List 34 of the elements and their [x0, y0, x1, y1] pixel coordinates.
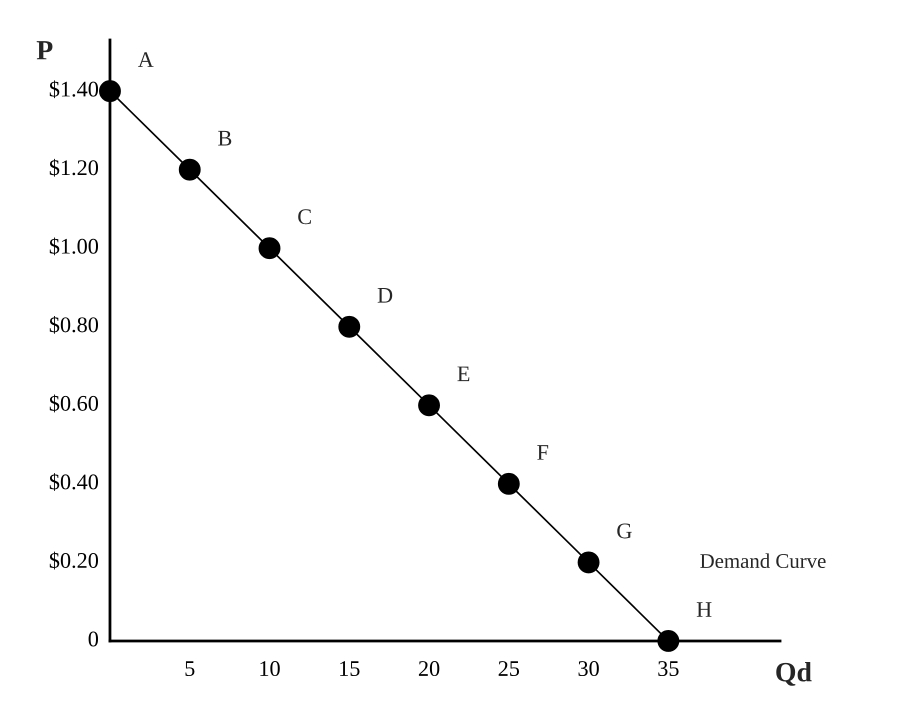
- annotation: H: [696, 602, 712, 617]
- x-tick-label: 15: [340, 661, 360, 676]
- point: [178, 158, 201, 181]
- x-tick-label: 20: [418, 661, 440, 676]
- x-tick-label: 10: [260, 661, 280, 676]
- annotation: F: [537, 445, 548, 460]
- annotation: D: [378, 288, 392, 303]
- point: [338, 316, 360, 338]
- x-tick-label: 25: [498, 661, 520, 676]
- point: [657, 630, 680, 652]
- point: [578, 551, 600, 574]
- point: [99, 80, 121, 102]
- point: [258, 237, 280, 260]
- y-tick-label: $0.60: [50, 394, 98, 412]
- x-axis-title: Qd: [776, 662, 812, 686]
- y-axis-title: P: [36, 41, 52, 60]
- x-tick-label: 5: [185, 661, 194, 676]
- y-tick-label: $1.00: [50, 237, 98, 256]
- point: [498, 472, 520, 495]
- y-tick-label: $1.20: [50, 158, 98, 177]
- x-tick-label: 30: [578, 661, 599, 676]
- y-tick-label: 0: [88, 632, 98, 647]
- annotation: E: [457, 366, 470, 382]
- annotation: G: [617, 524, 632, 538]
- annotation: Demand Curve: [700, 553, 826, 568]
- y-tick-label: $1.40: [50, 80, 98, 98]
- annotation: A: [138, 52, 154, 67]
- annotation: B: [218, 130, 232, 146]
- point: [418, 394, 440, 416]
- x-tick-label: 35: [658, 661, 679, 676]
- y-tick-label: $0.20: [50, 552, 98, 570]
- annotation: C: [298, 209, 311, 224]
- y-tick-label: $0.40: [50, 473, 98, 491]
- y-tick-label: $0.80: [50, 316, 98, 334]
